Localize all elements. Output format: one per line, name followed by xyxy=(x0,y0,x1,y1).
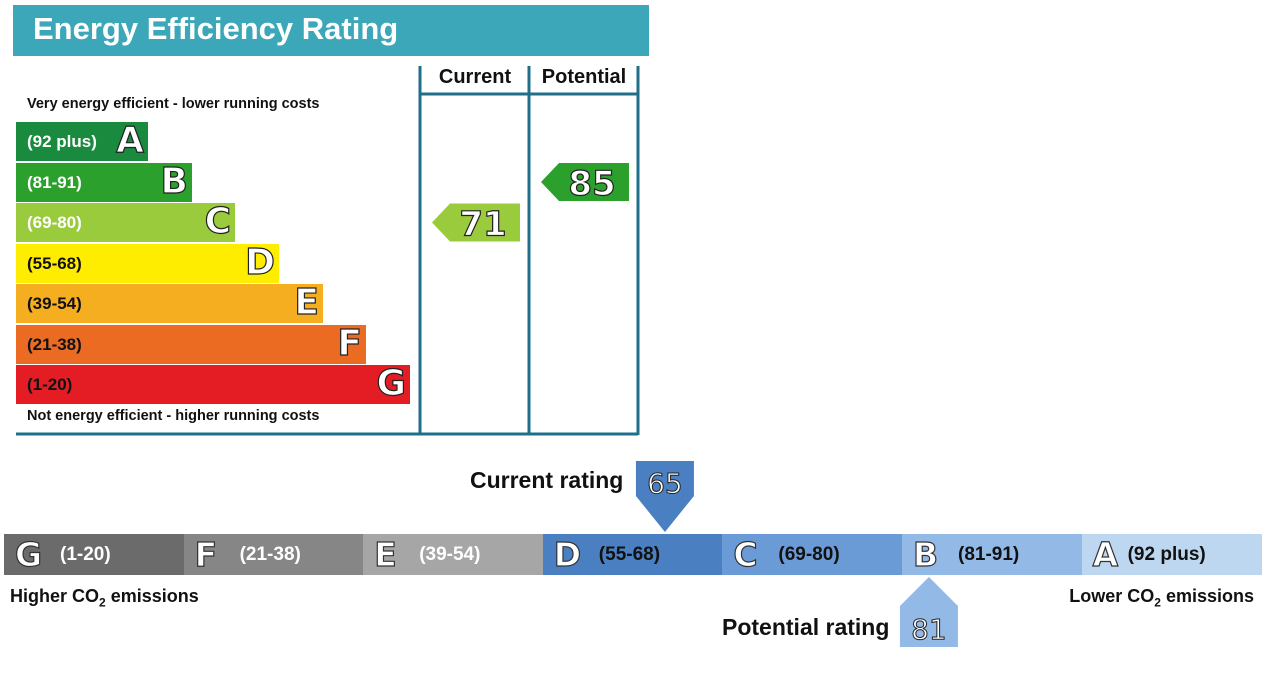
band-d: (55-68) D xyxy=(16,241,279,283)
co2-segment-range: (69-80) xyxy=(778,544,840,565)
co2-segment-letter: F xyxy=(194,534,218,574)
co2-segment-range: (1-20) xyxy=(60,544,111,565)
co2-segment-range: (21-38) xyxy=(239,544,301,565)
potential-rating-marker xyxy=(899,577,958,647)
co2-segment-range: (92 plus) xyxy=(1127,544,1206,565)
higher-co2-note: Higher CO2 emissions xyxy=(10,586,199,610)
potential-rating-arrow xyxy=(541,163,629,201)
co2-segment-letter: A xyxy=(1092,534,1119,574)
current-rating-marker xyxy=(635,461,694,532)
current-rating-value: 71 xyxy=(459,205,506,245)
page-title: Energy Efficiency Rating xyxy=(33,11,399,46)
potential-rating-label: Potential rating xyxy=(722,614,890,640)
co2-segment-letter: G xyxy=(14,534,43,574)
band-letter: C xyxy=(204,200,232,242)
co2-segment-range: (55-68) xyxy=(598,544,661,565)
lower-co2-note: Lower CO2 emissions xyxy=(1069,586,1254,610)
band-letter: F xyxy=(337,322,363,364)
co2-segment-e: E (39-54) xyxy=(363,534,544,575)
band-e: (39-54) E xyxy=(16,281,323,324)
co2-segment-letter: B xyxy=(912,534,939,574)
column-header-potential: Potential xyxy=(541,66,627,88)
band-letter: A xyxy=(116,119,145,161)
co2-segment-c: C (69-80) xyxy=(722,534,903,575)
co2-segment-letter: C xyxy=(733,534,758,574)
band-range-label: (21-38) xyxy=(27,334,82,354)
band-letter: E xyxy=(294,281,320,323)
top-note: Very energy efficient - lower running co… xyxy=(27,96,320,112)
band-range-label: (39-54) xyxy=(27,294,82,313)
band-letter: G xyxy=(376,362,407,404)
band-range-label: (55-68) xyxy=(27,253,82,273)
current-rating-label: Current rating xyxy=(470,467,624,493)
co2-segment-b: B (81-91) xyxy=(902,534,1083,575)
co2-segment-f: F (21-38) xyxy=(183,534,364,575)
current-rating-arrow xyxy=(432,203,520,242)
band-c: (69-80) C xyxy=(16,200,235,243)
current-rating-marker-value: 65 xyxy=(647,467,683,500)
co2-segment-d: D (55-68) xyxy=(542,534,723,575)
column-header-current: Current xyxy=(438,66,512,88)
co2-segment-range: (39-54) xyxy=(419,544,481,565)
bottom-note: Not energy efficient - higher running co… xyxy=(27,408,320,424)
title-bar: Energy Efficiency Rating xyxy=(13,5,649,56)
band-f: (21-38) F xyxy=(16,322,366,364)
potential-rating-value: 85 xyxy=(568,164,615,204)
band-range-label: (69-80) xyxy=(27,213,82,232)
band-range-label: (92 plus) xyxy=(27,132,97,151)
band-letter: B xyxy=(160,160,189,202)
co2-segment-a: A (92 plus) xyxy=(1081,534,1262,575)
band-range-label: (1-20) xyxy=(27,375,73,394)
co2-segment-letter: D xyxy=(553,534,582,574)
co2-segment-letter: E xyxy=(374,534,398,574)
co2-segment-range: (81-91) xyxy=(958,544,1020,565)
band-a: (92 plus) A xyxy=(16,119,148,162)
co2-segment-g: G (1-20) xyxy=(4,534,185,575)
band-g: (1-20) G xyxy=(16,362,410,405)
band-letter: D xyxy=(245,241,276,283)
potential-rating-marker-value: 81 xyxy=(911,613,947,646)
band-range-label: (81-91) xyxy=(27,172,82,192)
band-b: (81-91) B xyxy=(16,160,192,202)
